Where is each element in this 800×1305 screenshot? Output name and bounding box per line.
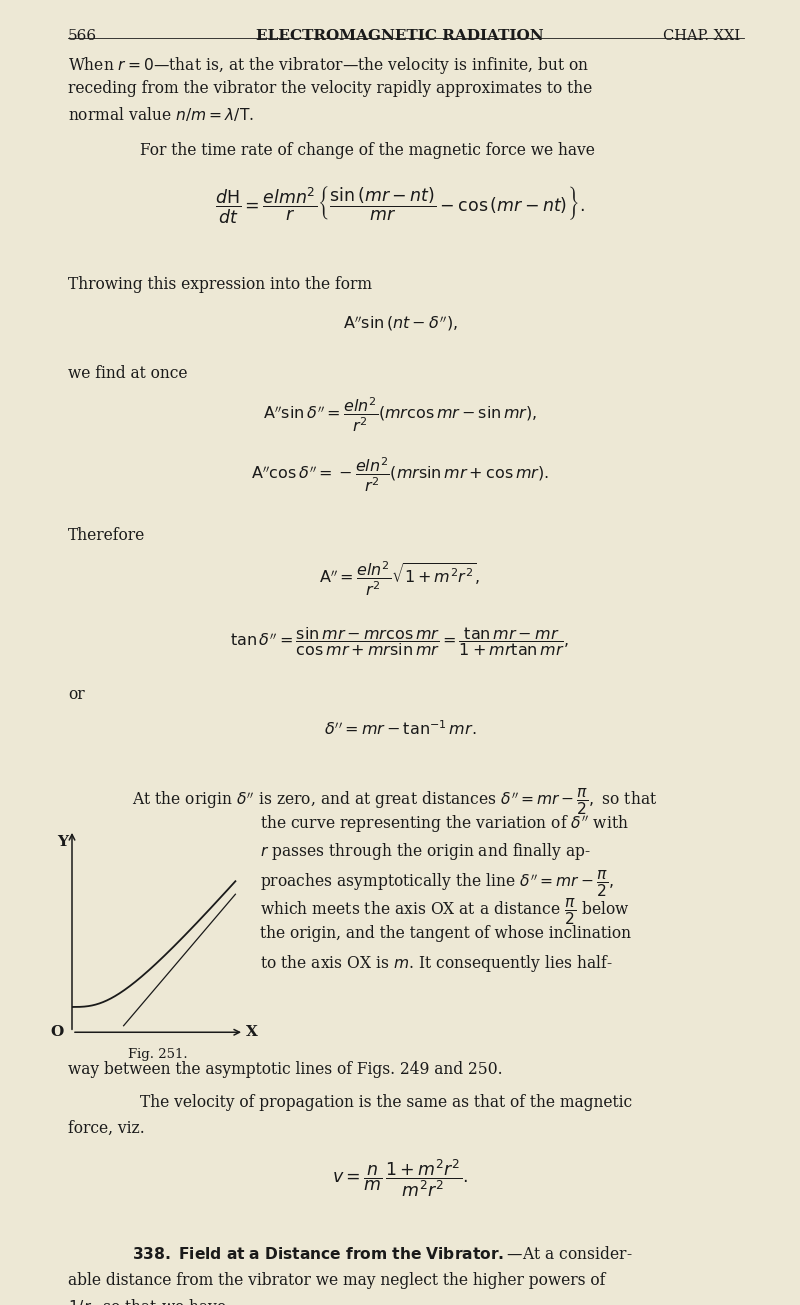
Text: CHAP. XXI: CHAP. XXI	[663, 29, 740, 43]
Text: $v=\dfrac{n}{m}\,\dfrac{1+m^2r^2}{m^2r^2}.$: $v=\dfrac{n}{m}\,\dfrac{1+m^2r^2}{m^2r^2…	[332, 1158, 468, 1199]
Text: When $r=0$—that is, at the vibrator—the velocity is infinite, but on: When $r=0$—that is, at the vibrator—the …	[68, 55, 590, 76]
Text: 566: 566	[68, 29, 97, 43]
Text: $r$ passes through the origin and finally ap-: $r$ passes through the origin and finall…	[260, 842, 591, 863]
Text: $\dfrac{d\mathrm{H}}{dt}=\dfrac{elmn^2}{r}\left\{\dfrac{\sin\left(mr-nt\right)}{: $\dfrac{d\mathrm{H}}{dt}=\dfrac{elmn^2}{…	[215, 184, 585, 224]
Text: For the time rate of change of the magnetic force we have: For the time rate of change of the magne…	[140, 141, 595, 159]
Text: $\mathrm{A}''=\dfrac{eln^2}{r^2}\sqrt{1+m^2r^2},$: $\mathrm{A}''=\dfrac{eln^2}{r^2}\sqrt{1+…	[319, 560, 481, 598]
Text: $\mathrm{A}''\sin\delta''=\dfrac{eln^2}{r^2}\left(mr\cos mr-\sin mr\right),$: $\mathrm{A}''\sin\delta''=\dfrac{eln^2}{…	[263, 395, 537, 433]
Text: ELECTROMAGNETIC RADIATION: ELECTROMAGNETIC RADIATION	[256, 29, 544, 43]
Text: normal value $n/m = \lambda/\mathrm{T}$.: normal value $n/m = \lambda/\mathrm{T}$.	[68, 106, 254, 124]
Text: way between the asymptotic lines of Figs. 249 and 250.: way between the asymptotic lines of Figs…	[68, 1061, 502, 1078]
Text: $\mathrm{A}''\sin\left(nt-\delta''\right),$: $\mathrm{A}''\sin\left(nt-\delta''\right…	[342, 313, 458, 333]
Text: O: O	[50, 1026, 63, 1039]
Text: Therefore: Therefore	[68, 527, 146, 544]
Text: $\mathrm{A}''\cos\delta''=-\dfrac{eln^2}{r^2}\left(mr\sin mr+\cos mr\right).$: $\mathrm{A}''\cos\delta''=-\dfrac{eln^2}…	[251, 455, 549, 493]
Text: or: or	[68, 686, 85, 703]
Text: $\mathbf{338.}$ $\mathbf{Field\ at\ a\ Distance\ from\ the\ Vibrator.}$—At a con: $\mathbf{338.}$ $\mathbf{Field\ at\ a\ D…	[132, 1246, 633, 1263]
Text: Throwing this expression into the form: Throwing this expression into the form	[68, 275, 372, 294]
Text: we find at once: we find at once	[68, 364, 187, 382]
Text: $\delta''=mr-\tan^{-1}mr.$: $\delta''=mr-\tan^{-1}mr.$	[324, 720, 476, 740]
Text: At the origin $\delta''$ is zero, and at great distances $\delta''=mr-\dfrac{\pi: At the origin $\delta''$ is zero, and at…	[132, 788, 658, 817]
Text: The velocity of propagation is the same as that of the magnetic: The velocity of propagation is the same …	[140, 1095, 632, 1112]
Text: X: X	[246, 1026, 258, 1039]
Text: which meets the axis OX at a distance $\dfrac{\pi}{2}$ below: which meets the axis OX at a distance $\…	[260, 898, 630, 927]
Text: proaches asymptotically the line $\delta''=mr-\dfrac{\pi}{2},$: proaches asymptotically the line $\delta…	[260, 869, 614, 899]
Text: the curve representing the variation of $\delta''$ with: the curve representing the variation of …	[260, 813, 629, 834]
Text: $1/r,$ so that we have: $1/r,$ so that we have	[68, 1297, 227, 1305]
Text: force, viz.: force, viz.	[68, 1120, 145, 1137]
Text: Fig. 251.: Fig. 251.	[128, 1048, 188, 1061]
Text: to the axis OX is $m$. It consequently lies half-: to the axis OX is $m$. It consequently l…	[260, 954, 613, 975]
Text: able distance from the vibrator we may neglect the higher powers of: able distance from the vibrator we may n…	[68, 1272, 606, 1289]
Text: Y: Y	[57, 835, 68, 850]
Text: the origin, and the tangent of whose inclination: the origin, and the tangent of whose inc…	[260, 925, 631, 942]
Text: $\tan\delta''=\dfrac{\sin mr-mr\cos mr}{\cos mr+mr\sin mr}=\dfrac{\tan mr-mr}{1+: $\tan\delta''=\dfrac{\sin mr-mr\cos mr}{…	[230, 625, 570, 658]
Text: receding from the vibrator the velocity rapidly approximates to the: receding from the vibrator the velocity …	[68, 80, 592, 98]
